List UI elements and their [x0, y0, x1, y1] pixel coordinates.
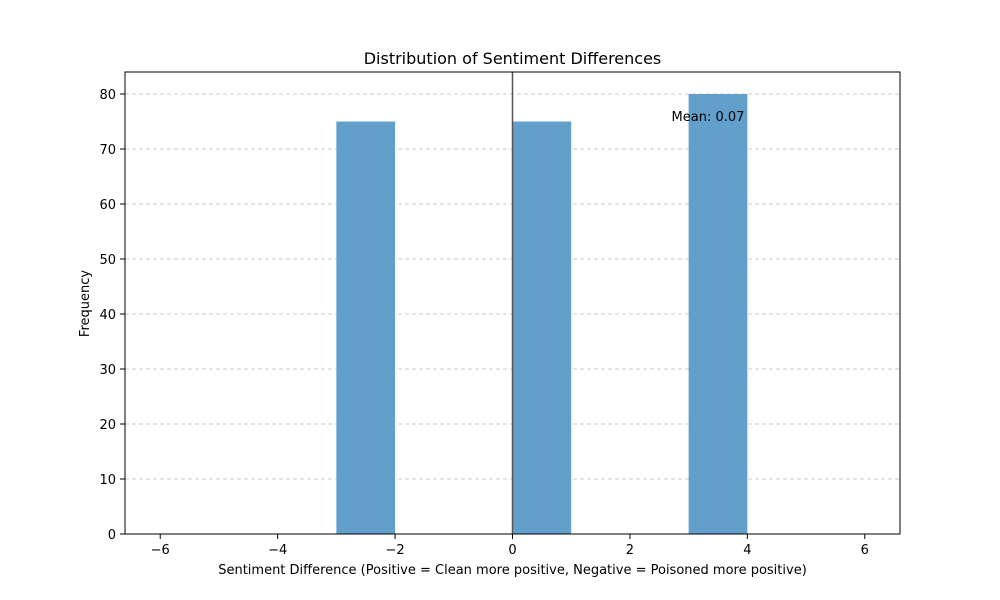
histogram-bar [336, 121, 396, 534]
y-tick-label: 30 [99, 363, 116, 378]
x-axis-label: Sentiment Difference (Positive = Clean m… [218, 563, 807, 578]
y-tick-label: 10 [99, 473, 116, 488]
x-tick-label: −6 [151, 543, 170, 558]
y-tick-label: 0 [108, 528, 116, 543]
x-tick-label: −2 [385, 543, 404, 558]
histogram-bar [512, 121, 572, 534]
y-tick-label: 60 [99, 198, 116, 213]
x-tick-label: 0 [508, 543, 516, 558]
y-tick-label: 80 [99, 88, 116, 103]
y-tick-label: 50 [99, 253, 116, 268]
mean-annotation: Mean: 0.07 [672, 110, 745, 125]
bars-layer [336, 94, 748, 534]
x-tick-label: 6 [861, 543, 869, 558]
x-tick-label: 2 [626, 543, 634, 558]
y-tick-label: 20 [99, 418, 116, 433]
y-tick-label: 40 [99, 308, 116, 323]
x-tick-label: 4 [743, 543, 751, 558]
x-tick-label: −4 [268, 543, 287, 558]
chart-title: Distribution of Sentiment Differences [364, 49, 662, 68]
histogram-bar [688, 94, 748, 534]
y-axis-label: Frequency [78, 270, 93, 337]
y-tick-label: 70 [99, 143, 116, 158]
